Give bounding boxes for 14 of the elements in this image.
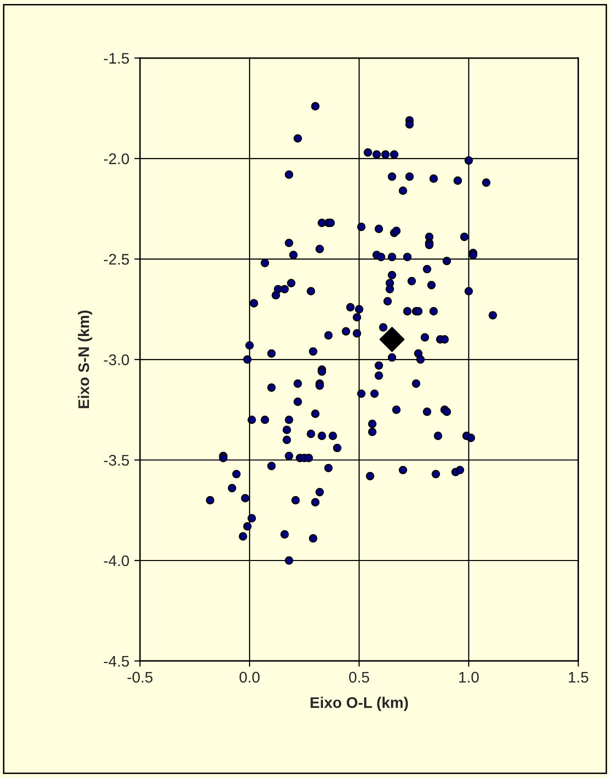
y-tick-label: -4.5 (104, 656, 129, 667)
x-tick-label: 1.5 (568, 672, 588, 683)
y-tick-label: -1.5 (104, 53, 129, 64)
y-tick-label: -2.5 (104, 254, 129, 265)
y-tick-label: -4.0 (104, 555, 129, 566)
x-axis-title: Eixo O-L (km) (310, 696, 408, 711)
y-tick-label: -3.0 (104, 354, 129, 366)
x-tick-label: 1.0 (459, 672, 479, 683)
x-tick-label: 0.5 (349, 672, 370, 683)
y-tick-label: -3.5 (104, 454, 129, 466)
x-tick-label: -0.5 (128, 672, 153, 683)
x-tick-label: 0.0 (240, 672, 260, 683)
y-tick-label: -2.0 (104, 153, 129, 164)
y-axis-title: Eixo S-N (km) (78, 310, 92, 408)
